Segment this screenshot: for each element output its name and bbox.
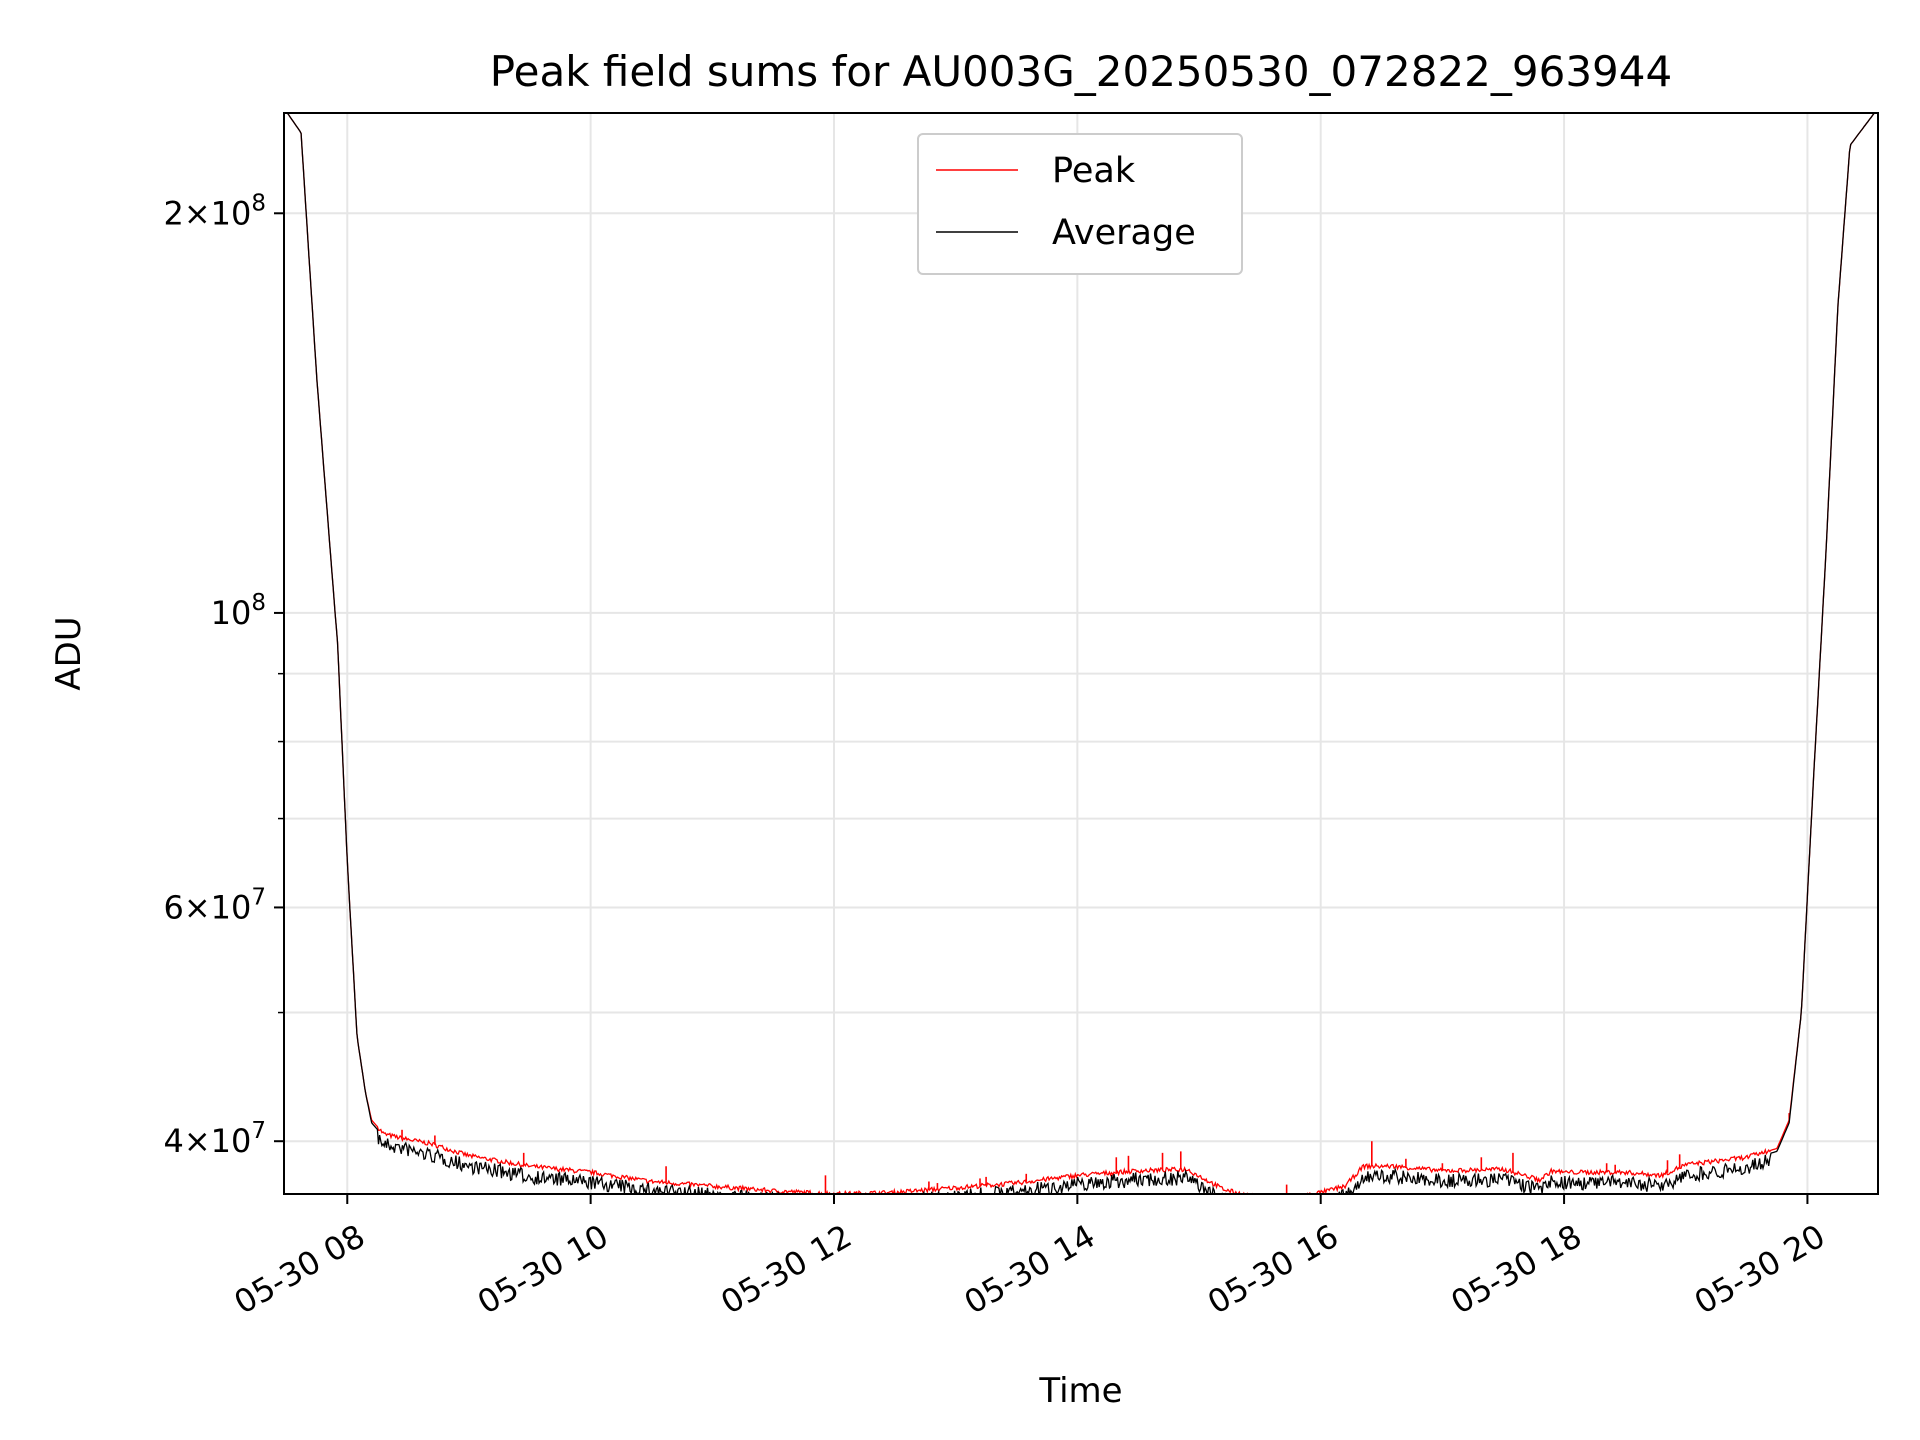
y-tick-label: 108 — [211, 590, 266, 632]
y-tick-base: 10 — [211, 194, 252, 232]
chart-title: Peak field sums for AU003G_20250530_0728… — [490, 47, 1672, 96]
y-tick-base: 10 — [211, 1122, 252, 1160]
y-tick-mantissa: 6 — [163, 888, 183, 926]
y-tick-label: 2×108 — [163, 190, 266, 232]
y-tick-mantissa: 4 — [163, 1122, 183, 1160]
y-tick-times: × — [184, 888, 211, 926]
series-layer — [286, 113, 1876, 1194]
y-tick-label: 4×107 — [163, 1118, 266, 1160]
y-tick-exponent: 8 — [251, 590, 266, 616]
legend-label-average: Average — [1052, 213, 1196, 253]
y-tick-exponent: 7 — [251, 884, 266, 910]
y-tick-exponent: 7 — [251, 1118, 266, 1144]
series-line-average — [286, 113, 1876, 1194]
y-tick-times: × — [184, 194, 211, 232]
legend-box — [917, 133, 1243, 275]
y-tick-times: × — [184, 1122, 211, 1160]
plot-frame — [283, 112, 1879, 1195]
legend-label-peak: Peak — [1052, 151, 1136, 191]
y-tick-base: 10 — [211, 594, 252, 632]
legend: Peak Average — [917, 133, 1243, 275]
x-axis-label: Time — [1038, 1371, 1122, 1411]
y-tick-exponent: 8 — [251, 190, 266, 216]
y-tick-base: 10 — [211, 888, 252, 926]
series-line-peak — [286, 113, 1876, 1194]
y-tick-label: 6×107 — [163, 884, 266, 926]
y-tick-mantissa: 2 — [163, 194, 183, 232]
y-axis-label: ADU — [49, 616, 89, 690]
